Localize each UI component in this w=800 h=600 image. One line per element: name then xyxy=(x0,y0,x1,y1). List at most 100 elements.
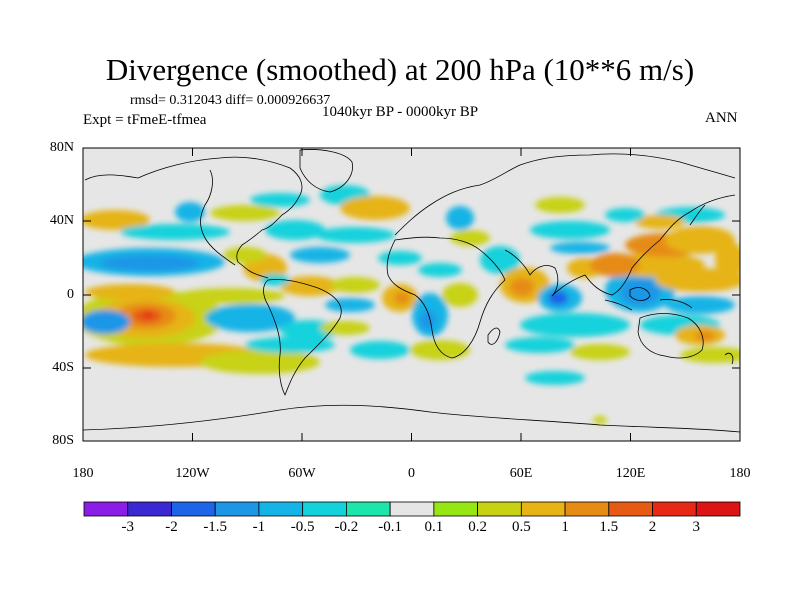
field-blob xyxy=(394,292,410,304)
colorbar-swatch xyxy=(171,501,216,517)
field-blob xyxy=(320,321,370,335)
coast-borneo xyxy=(629,287,651,301)
field-blob xyxy=(120,224,230,240)
field-blob xyxy=(525,371,585,385)
experiment-label: Expt = tFmeE-tfmea xyxy=(83,112,207,128)
field-blob xyxy=(535,197,585,213)
field-blob xyxy=(205,304,295,332)
lon-label-120w: 120W xyxy=(175,466,210,481)
colorbar-label: -3 xyxy=(121,519,134,535)
lon-label-0: 0 xyxy=(408,466,415,481)
colorbar-swatch xyxy=(302,501,347,517)
field-blob xyxy=(83,210,150,230)
lon-label-60w: 60W xyxy=(288,466,316,481)
field-blob xyxy=(260,274,290,286)
coast-north-america-west xyxy=(200,169,236,266)
colorbar-swatch xyxy=(477,501,522,517)
field-blob xyxy=(250,193,310,207)
field-blob xyxy=(590,253,640,277)
field-blob xyxy=(350,341,410,359)
field-blob xyxy=(265,220,325,240)
rmsd-diff-stats: rmsd= 0.312043 diff= 0.000926637 xyxy=(130,93,331,108)
field-blob xyxy=(442,283,478,307)
coast-eurasia-north xyxy=(394,153,736,236)
field-blob xyxy=(510,278,534,296)
field-blob xyxy=(665,296,735,314)
field-blob xyxy=(330,277,380,293)
field-blob xyxy=(605,208,645,222)
lat-label-80s: 80S xyxy=(52,433,74,448)
colorbar-label: 3 xyxy=(692,519,701,535)
colorbar-label: 0.2 xyxy=(468,519,487,535)
field-blob xyxy=(418,263,462,277)
plot-title: Divergence (smoothed) at 200 hPa (10**6 … xyxy=(105,52,695,87)
field-blob xyxy=(245,337,335,353)
field-blob xyxy=(100,255,200,271)
field-blob xyxy=(548,291,568,305)
period-label: 1040kyr BP - 0000kyr BP xyxy=(321,104,479,120)
colorbar-label: 1.5 xyxy=(599,519,619,535)
colorbar-swatch xyxy=(345,501,391,517)
field-blob xyxy=(83,310,130,334)
divergence-field xyxy=(83,149,740,433)
coast-new-zealand xyxy=(724,352,734,365)
colorbar-swatch xyxy=(564,501,610,517)
field-blob xyxy=(570,344,630,360)
colorbar-swatch xyxy=(652,501,697,517)
colorbar-swatch xyxy=(214,501,260,517)
coast-sumatra-java xyxy=(604,299,633,311)
coast-madagascar xyxy=(487,327,501,345)
field-blob xyxy=(450,230,490,246)
colorbar-label: -1.5 xyxy=(203,519,228,535)
lat-label-80n: 80N xyxy=(49,140,74,155)
coast-new-guinea xyxy=(659,299,693,309)
colorbar-label: 1 xyxy=(561,519,569,535)
coast-south-america xyxy=(263,279,342,396)
field-blob xyxy=(695,331,715,341)
lat-label-40s: 40S xyxy=(52,360,74,375)
colorbar-swatch xyxy=(83,501,129,517)
field-blob xyxy=(175,288,285,304)
coastlines xyxy=(83,149,740,433)
lon-label-120e: 120E xyxy=(615,466,646,481)
lon-tick-marks xyxy=(82,148,741,441)
field-blob xyxy=(210,205,280,221)
field-blob xyxy=(550,242,610,254)
field-blob xyxy=(290,247,350,263)
field-blob xyxy=(505,337,575,353)
coast-greenland xyxy=(299,149,353,193)
colorbar-swatch xyxy=(389,501,435,517)
lon-label-180w: 180 xyxy=(72,466,94,481)
season-label: ANN xyxy=(705,110,738,126)
coast-north-america xyxy=(84,156,303,279)
field-blob xyxy=(200,350,320,374)
colorbar-swatch xyxy=(608,501,653,517)
field-blob xyxy=(340,196,410,220)
lon-label-180e: 180 xyxy=(729,466,751,481)
field-blob xyxy=(325,298,375,312)
colorbar-label: -1 xyxy=(252,519,266,535)
field-blob xyxy=(665,226,735,254)
field-blob xyxy=(143,312,153,318)
colorbar-label: 2 xyxy=(648,519,657,535)
lat-label-0: 0 xyxy=(67,287,74,302)
coast-africa xyxy=(386,236,506,359)
colorbar-label: -2 xyxy=(165,519,178,535)
colorbar-label: 0.1 xyxy=(424,519,444,535)
lat-label-40n: 40N xyxy=(49,213,74,228)
field-blob xyxy=(410,340,470,360)
field-blob xyxy=(85,284,175,300)
field-blob xyxy=(315,227,395,243)
field-blob xyxy=(223,247,267,263)
coast-south-asia xyxy=(504,194,736,297)
coast-australia xyxy=(637,313,704,359)
colorbar-swatch xyxy=(520,501,566,517)
field-blob xyxy=(520,313,630,337)
colorbar-label: 0.5 xyxy=(511,519,531,535)
field-blob xyxy=(715,242,740,278)
field-blob xyxy=(175,202,205,222)
field-blob xyxy=(680,347,740,363)
field-blob xyxy=(446,206,474,230)
field-blob xyxy=(655,268,740,292)
field-blob xyxy=(530,221,610,239)
